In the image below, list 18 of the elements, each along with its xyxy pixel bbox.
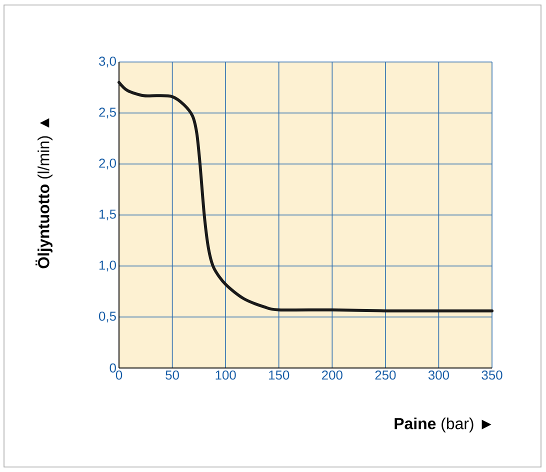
x-tick-label: 150	[269, 370, 290, 380]
x-tick-label: 0	[116, 370, 122, 380]
x-tick-label: 350	[482, 370, 502, 380]
y-tick-label: 0	[110, 363, 116, 373]
x-tick-label: 50	[166, 370, 179, 380]
y-tick-label: 2,0	[99, 158, 116, 170]
y-tick-label: 2,5	[99, 108, 116, 118]
x-tick-label: 100	[216, 370, 236, 380]
y-tick-label: 0,5	[98, 312, 116, 322]
line-series	[118, 80, 494, 312]
x-tick-label: 200	[322, 370, 342, 380]
x-tick-label: 300	[428, 370, 450, 380]
y-tick-label: 1,5	[99, 210, 116, 220]
y-tick-label: 3,0	[98, 56, 116, 68]
y-axis-title: Öljyntuotto (l/min) ▲	[36, 118, 52, 268]
y-tick-label: 1,0	[99, 260, 116, 272]
x-axis-title: Paine (bar) ►	[394, 418, 492, 432]
x-tick-label: 250	[375, 370, 396, 380]
